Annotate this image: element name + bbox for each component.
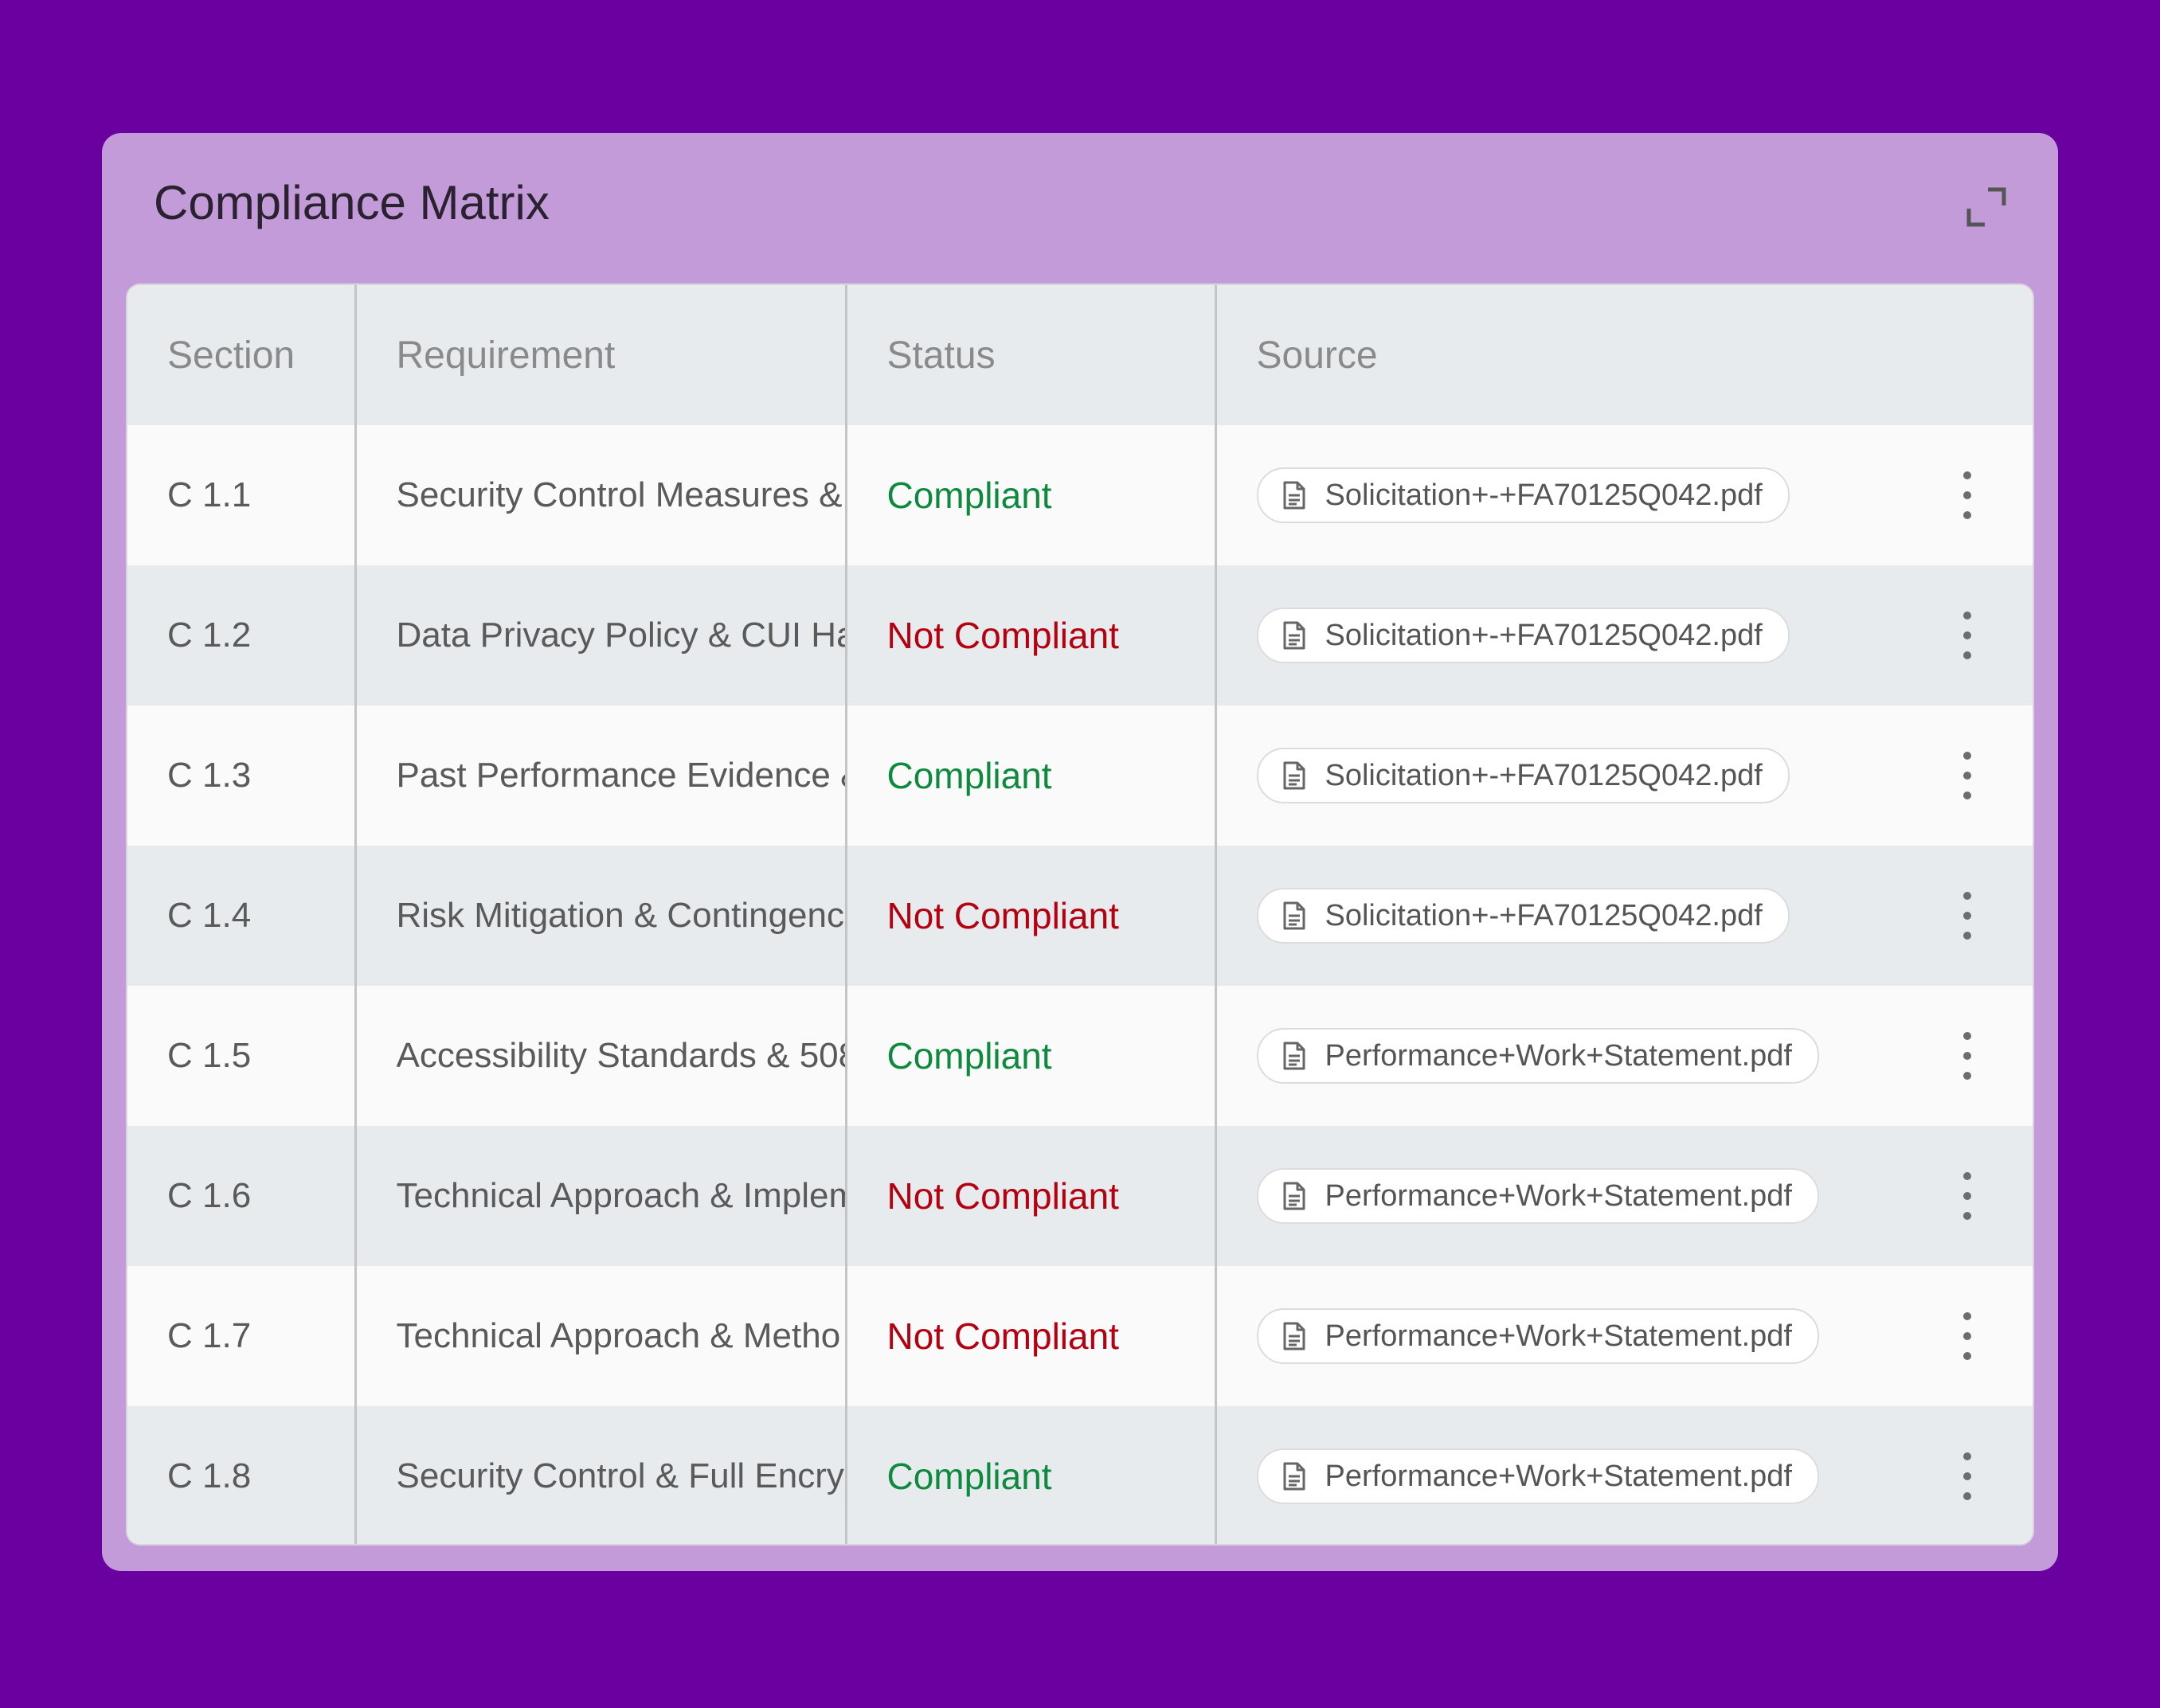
table-row[interactable]: C 1.4 Risk Mitigation & Contingenc Not C… bbox=[127, 846, 2033, 986]
source-file-chip[interactable]: Performance+Work+Statement.pdf bbox=[1256, 1448, 1819, 1504]
header-source[interactable]: Source bbox=[1214, 285, 2033, 425]
status-label: Compliant bbox=[886, 1456, 1052, 1497]
section-cell: C 1.2 bbox=[127, 565, 355, 705]
row-menu-button[interactable] bbox=[1959, 1452, 1975, 1500]
section-cell: C 1.8 bbox=[127, 1406, 355, 1544]
status-cell: Not Compliant bbox=[844, 846, 1215, 986]
source-cell: Solicitation+-+FA70125Q042.pdf bbox=[1214, 565, 2033, 705]
expand-button[interactable] bbox=[1964, 185, 2009, 229]
status-cell: Not Compliant bbox=[844, 565, 1215, 705]
status-label: Not Compliant bbox=[886, 615, 1119, 656]
panel-title: Compliance Matrix bbox=[154, 176, 550, 229]
requirement-cell: Security Control Measures & bbox=[354, 425, 846, 565]
section-cell: C 1.1 bbox=[127, 425, 355, 565]
status-cell: Not Compliant bbox=[844, 1266, 1215, 1406]
document-icon bbox=[1283, 1322, 1305, 1350]
requirement-text: Risk Mitigation & Contingenc bbox=[396, 896, 844, 935]
source-file-chip[interactable]: Performance+Work+Statement.pdf bbox=[1256, 1168, 1819, 1224]
status-label: Compliant bbox=[886, 755, 1052, 796]
expand-icon bbox=[1966, 187, 2006, 227]
status-label: Not Compliant bbox=[886, 1175, 1119, 1217]
source-file-chip[interactable]: Performance+Work+Statement.pdf bbox=[1256, 1028, 1819, 1084]
requirement-text: Technical Approach & Metho bbox=[396, 1316, 841, 1355]
status-cell: Not Compliant bbox=[844, 1126, 1215, 1266]
table-row[interactable]: C 1.5 Accessibility Standards & 508 Comp… bbox=[127, 986, 2033, 1126]
status-cell: Compliant bbox=[844, 425, 1215, 565]
compliance-table: Section Requirement Status Source C 1.1 … bbox=[127, 285, 2033, 1544]
source-file-name: Performance+Work+Statement.pdf bbox=[1325, 1178, 1792, 1213]
document-icon bbox=[1283, 1182, 1305, 1210]
status-label: Not Compliant bbox=[886, 1315, 1119, 1357]
source-file-chip[interactable]: Solicitation+-+FA70125Q042.pdf bbox=[1256, 608, 1790, 663]
section-cell: C 1.4 bbox=[127, 846, 355, 986]
requirement-cell: Risk Mitigation & Contingenc bbox=[354, 846, 846, 986]
row-menu-button[interactable] bbox=[1959, 612, 1975, 659]
source-file-chip[interactable]: Solicitation+-+FA70125Q042.pdf bbox=[1256, 748, 1790, 803]
source-cell: Solicitation+-+FA70125Q042.pdf bbox=[1214, 846, 2033, 986]
table-header-row: Section Requirement Status Source bbox=[127, 285, 2033, 425]
source-file-name: Solicitation+-+FA70125Q042.pdf bbox=[1325, 758, 1763, 792]
document-icon bbox=[1283, 1042, 1305, 1070]
document-icon bbox=[1283, 481, 1305, 510]
header-status[interactable]: Status bbox=[844, 285, 1215, 425]
requirement-cell: Security Control & Full Encry bbox=[354, 1406, 846, 1544]
source-cell: Performance+Work+Statement.pdf bbox=[1214, 1266, 2033, 1406]
row-menu-button[interactable] bbox=[1959, 1172, 1975, 1220]
table-row[interactable]: C 1.3 Past Performance Evidence & Compli… bbox=[127, 705, 2033, 846]
requirement-cell: Accessibility Standards & 508 bbox=[354, 986, 846, 1126]
source-cell: Performance+Work+Statement.pdf bbox=[1214, 1406, 2033, 1544]
document-icon bbox=[1283, 901, 1305, 930]
requirement-text: Accessibility Standards & 508 bbox=[396, 1036, 845, 1075]
source-cell: Solicitation+-+FA70125Q042.pdf bbox=[1214, 425, 2033, 565]
requirement-text: Technical Approach & Implem bbox=[396, 1176, 845, 1215]
header-requirement[interactable]: Requirement bbox=[354, 285, 846, 425]
status-label: Compliant bbox=[886, 475, 1052, 516]
requirement-text: Security Control & Full Encry bbox=[396, 1456, 844, 1495]
source-file-name: Performance+Work+Statement.pdf bbox=[1325, 1459, 1792, 1493]
document-icon bbox=[1283, 761, 1305, 790]
source-cell: Solicitation+-+FA70125Q042.pdf bbox=[1214, 705, 2033, 846]
section-cell: C 1.3 bbox=[127, 705, 355, 846]
row-menu-button[interactable] bbox=[1959, 1312, 1975, 1360]
row-menu-button[interactable] bbox=[1959, 1032, 1975, 1080]
requirement-text: Security Control Measures & bbox=[396, 475, 843, 514]
requirement-cell: Data Privacy Policy & CUI Ha bbox=[354, 565, 846, 705]
source-file-chip[interactable]: Solicitation+-+FA70125Q042.pdf bbox=[1256, 888, 1790, 944]
status-cell: Compliant bbox=[844, 705, 1215, 846]
section-cell: C 1.5 bbox=[127, 986, 355, 1126]
table-row[interactable]: C 1.6 Technical Approach & Implem Not Co… bbox=[127, 1126, 2033, 1266]
status-cell: Compliant bbox=[844, 986, 1215, 1126]
table-row[interactable]: C 1.7 Technical Approach & Metho Not Com… bbox=[127, 1266, 2033, 1406]
row-menu-button[interactable] bbox=[1959, 752, 1975, 799]
requirement-text: Past Performance Evidence & bbox=[396, 756, 845, 795]
requirement-cell: Technical Approach & Metho bbox=[354, 1266, 846, 1406]
header-section[interactable]: Section bbox=[127, 285, 355, 425]
source-cell: Performance+Work+Statement.pdf bbox=[1214, 1126, 2033, 1266]
source-file-name: Solicitation+-+FA70125Q042.pdf bbox=[1325, 898, 1763, 932]
source-cell: Performance+Work+Statement.pdf bbox=[1214, 986, 2033, 1126]
requirement-text: Data Privacy Policy & CUI Ha bbox=[396, 616, 845, 655]
requirement-cell: Technical Approach & Implem bbox=[354, 1126, 846, 1266]
status-label: Compliant bbox=[886, 1035, 1052, 1077]
source-file-name: Performance+Work+Statement.pdf bbox=[1325, 1319, 1792, 1353]
document-icon bbox=[1283, 1462, 1305, 1491]
status-label: Not Compliant bbox=[886, 895, 1119, 936]
source-file-chip[interactable]: Solicitation+-+FA70125Q042.pdf bbox=[1256, 467, 1790, 523]
row-menu-button[interactable] bbox=[1959, 471, 1975, 519]
requirement-cell: Past Performance Evidence & bbox=[354, 705, 846, 846]
source-file-name: Solicitation+-+FA70125Q042.pdf bbox=[1325, 478, 1763, 512]
section-cell: C 1.7 bbox=[127, 1266, 355, 1406]
row-menu-button[interactable] bbox=[1959, 892, 1975, 940]
document-icon bbox=[1283, 621, 1305, 650]
source-file-name: Performance+Work+Statement.pdf bbox=[1325, 1038, 1792, 1073]
compliance-matrix-panel: Compliance Matrix Section Requirement St… bbox=[102, 133, 2058, 1571]
table-row[interactable]: C 1.8 Security Control & Full Encry Comp… bbox=[127, 1406, 2033, 1544]
section-cell: C 1.6 bbox=[127, 1126, 355, 1266]
source-file-name: Solicitation+-+FA70125Q042.pdf bbox=[1325, 618, 1763, 652]
source-file-chip[interactable]: Performance+Work+Statement.pdf bbox=[1256, 1308, 1819, 1364]
status-cell: Compliant bbox=[844, 1406, 1215, 1544]
table-row[interactable]: C 1.1 Security Control Measures & Compli… bbox=[127, 425, 2033, 565]
table-row[interactable]: C 1.2 Data Privacy Policy & CUI Ha Not C… bbox=[127, 565, 2033, 705]
